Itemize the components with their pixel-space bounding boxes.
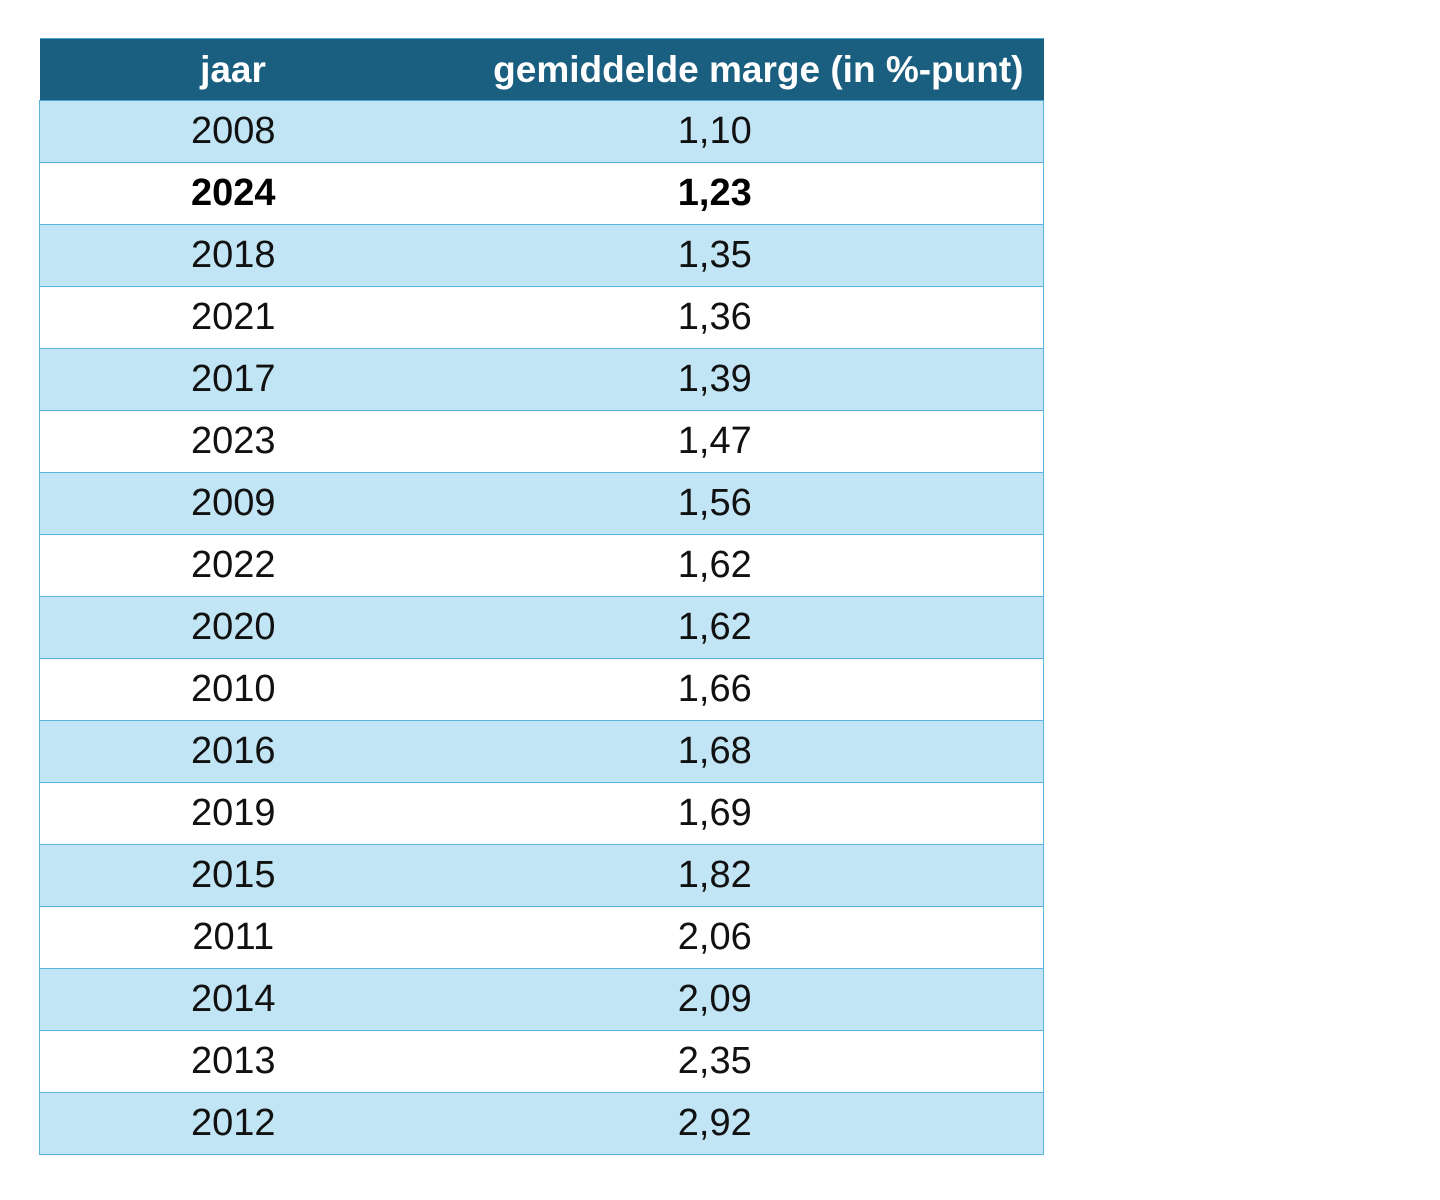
year-cell: 2020	[39, 596, 427, 659]
year-cell: 2012	[39, 1092, 427, 1155]
margin-cell: 1,56	[426, 472, 1044, 535]
year-cell: 2021	[39, 286, 427, 349]
margin-cell: 1,82	[426, 844, 1044, 907]
year-cell: 2023	[39, 410, 427, 473]
table-row: 2019 1,69	[39, 782, 1044, 845]
header-row: jaar gemiddelde marge (in %-punt)	[39, 38, 1044, 101]
table-row: 2022 1,62	[39, 534, 1044, 597]
year-cell: 2019	[39, 782, 427, 845]
margin-cell: 1,10	[426, 100, 1044, 163]
margin-cell: 2,09	[426, 968, 1044, 1031]
margin-cell: 1,35	[426, 224, 1044, 287]
year-cell: 2022	[39, 534, 427, 597]
margin-cell: 1,66	[426, 658, 1044, 721]
year-cell: 2016	[39, 720, 427, 783]
year-cell: 2009	[39, 472, 427, 535]
table-row: 2012 2,92	[39, 1092, 1044, 1155]
year-cell: 2017	[39, 348, 427, 411]
margin-cell: 1,36	[426, 286, 1044, 349]
table-row: 2021 1,36	[39, 286, 1044, 349]
table-row: 2009 1,56	[39, 472, 1044, 535]
table-row: 2024 1,23	[39, 162, 1044, 225]
table-header: jaar gemiddelde marge (in %-punt)	[39, 38, 1044, 101]
table-row: 2020 1,62	[39, 596, 1044, 659]
year-cell: 2024	[39, 162, 427, 225]
year-cell: 2015	[39, 844, 427, 907]
table-row: 2013 2,35	[39, 1030, 1044, 1093]
margin-cell: 1,39	[426, 348, 1044, 411]
year-cell: 2010	[39, 658, 427, 721]
table-row: 2010 1,66	[39, 658, 1044, 721]
table-row: 2018 1,35	[39, 224, 1044, 287]
margin-cell: 2,92	[426, 1092, 1044, 1155]
year-cell: 2014	[39, 968, 427, 1031]
year-cell: 2008	[39, 100, 427, 163]
table-body: 2008 1,10 2024 1,23 2018 1,35 2021 1,36 2017 1,39…	[39, 100, 1044, 1155]
margin-cell: 1,23	[426, 162, 1044, 225]
table-row: 2023 1,47	[39, 410, 1044, 473]
table-row: 2011 2,06	[39, 906, 1044, 969]
year-cell: 2018	[39, 224, 427, 287]
column-header-year: jaar	[39, 38, 427, 101]
table-row: 2017 1,39	[39, 348, 1044, 411]
margin-cell: 1,47	[426, 410, 1044, 473]
margin-cell: 1,69	[426, 782, 1044, 845]
margin-cell: 1,68	[426, 720, 1044, 783]
table-row: 2008 1,10	[39, 100, 1044, 163]
margin-cell: 1,62	[426, 534, 1044, 597]
year-cell: 2011	[39, 906, 427, 969]
table-row: 2015 1,82	[39, 844, 1044, 907]
year-cell: 2013	[39, 1030, 427, 1093]
table-row: 2014 2,09	[39, 968, 1044, 1031]
table-row: 2016 1,68	[39, 720, 1044, 783]
margin-cell: 2,35	[426, 1030, 1044, 1093]
column-header-margin: gemiddelde marge (in %-punt)	[426, 38, 1044, 101]
margin-cell: 2,06	[426, 906, 1044, 969]
margin-cell: 1,62	[426, 596, 1044, 659]
margin-table: jaar gemiddelde marge (in %-punt) 2008 1,…	[39, 38, 1044, 1155]
margin-table-container: jaar gemiddelde marge (in %-punt) 2008 1,…	[39, 38, 1044, 1155]
